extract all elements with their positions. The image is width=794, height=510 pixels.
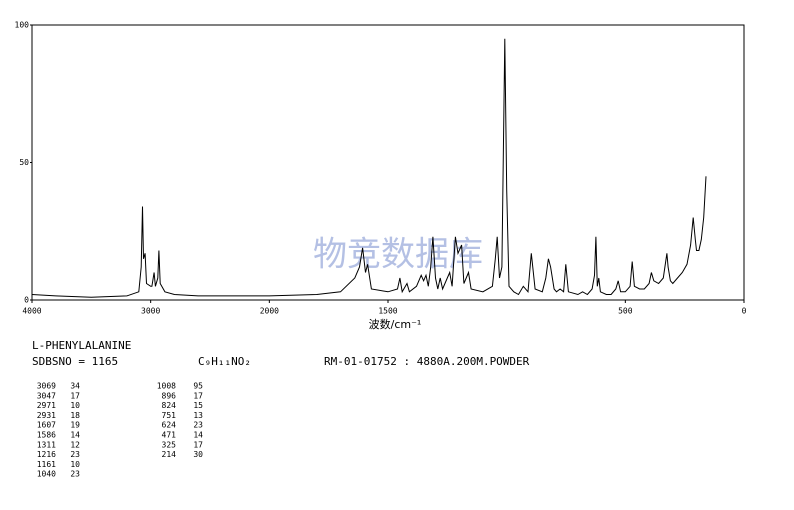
peak-intensity: 13: [193, 411, 203, 420]
peak-intensity: 17: [70, 391, 80, 400]
peak-wavenumber: 1008: [157, 382, 176, 391]
peak-wavenumber: 1040: [37, 470, 56, 479]
x-tick-label: 4000: [22, 307, 41, 316]
peak-intensity: 14: [70, 431, 80, 440]
peak-wavenumber: 624: [162, 421, 177, 430]
x-tick-label: 1500: [378, 307, 397, 316]
peak-intensity: 23: [193, 421, 203, 430]
peak-intensity: 30: [193, 450, 203, 459]
peak-wavenumber: 3069: [37, 382, 56, 391]
peak-wavenumber: 896: [162, 391, 177, 400]
peak-wavenumber: 3047: [37, 391, 56, 400]
sdbs-number: SDBSNO = 1165: [32, 355, 118, 368]
y-tick-label: 50: [19, 158, 29, 167]
peak-intensity: 95: [193, 382, 203, 391]
peak-intensity: 23: [70, 470, 80, 479]
peak-wavenumber: 325: [162, 440, 177, 449]
peak-intensity: 19: [70, 421, 80, 430]
watermark: 物竞数据库: [313, 235, 483, 275]
peak-intensity: 10: [70, 460, 80, 469]
peak-intensity: 18: [70, 411, 80, 420]
peak-intensity: 34: [70, 382, 80, 391]
formula: C₉H₁₁NO₂: [198, 355, 251, 368]
peak-intensity: 12: [70, 440, 80, 449]
x-tick-label: 0: [742, 307, 747, 316]
x-tick-label: 500: [618, 307, 633, 316]
peak-wavenumber: 1607: [37, 421, 56, 430]
conditions: RM-01-01752 : 4880A.200M.POWDER: [324, 355, 530, 368]
y-tick-label: 0: [24, 296, 29, 305]
x-tick-label: 3000: [141, 307, 160, 316]
peak-wavenumber: 214: [162, 450, 177, 459]
peak-wavenumber: 751: [162, 411, 177, 420]
x-axis-label: 波数/cm⁻¹: [369, 318, 422, 331]
peak-wavenumber: 1586: [37, 431, 56, 440]
peak-wavenumber: 471: [162, 431, 177, 440]
compound-name: L-PHENYLALANINE: [32, 339, 131, 352]
peak-wavenumber: 1311: [37, 440, 56, 449]
peak-wavenumber: 2931: [37, 411, 56, 420]
peak-intensity: 10: [70, 401, 80, 410]
peak-wavenumber: 1216: [37, 450, 56, 459]
peak-intensity: 17: [193, 440, 203, 449]
y-tick-label: 100: [15, 21, 30, 30]
peak-intensity: 23: [70, 450, 80, 459]
peak-intensity: 15: [193, 401, 203, 410]
peak-intensity: 17: [193, 391, 203, 400]
peak-wavenumber: 1161: [37, 460, 56, 469]
spectrum-line: [31, 38, 707, 298]
peak-wavenumber: 824: [162, 401, 177, 410]
peak-wavenumber: 2971: [37, 401, 56, 410]
peak-intensity: 14: [193, 431, 203, 440]
x-tick-label: 2000: [260, 307, 279, 316]
